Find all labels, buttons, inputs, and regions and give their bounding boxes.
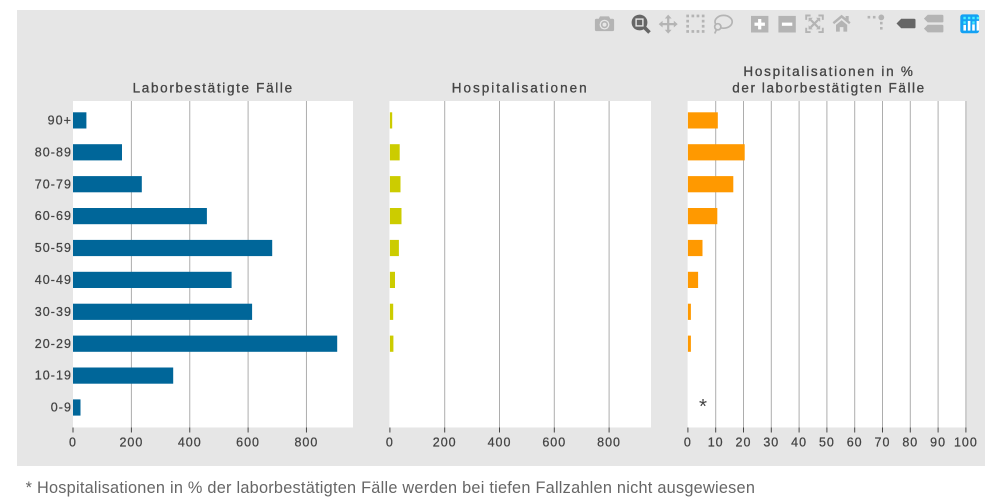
- svg-text:50: 50: [819, 435, 835, 449]
- svg-text:Laborbestätigte Fälle: Laborbestätigte Fälle: [133, 81, 294, 96]
- svg-text:800: 800: [597, 435, 621, 449]
- svg-text:Hospitalisationen: Hospitalisationen: [452, 81, 589, 96]
- svg-text:20-29: 20-29: [35, 337, 72, 351]
- svg-text:0: 0: [386, 435, 394, 449]
- svg-text:600: 600: [236, 435, 260, 449]
- svg-text:100: 100: [954, 435, 978, 449]
- svg-text:70-79: 70-79: [35, 177, 72, 191]
- svg-text:0: 0: [684, 435, 692, 449]
- svg-text:10-19: 10-19: [35, 369, 72, 383]
- svg-text:50-59: 50-59: [35, 241, 72, 255]
- svg-text:Hospitalisationen in %: Hospitalisationen in %: [743, 64, 914, 79]
- svg-text:*: *: [699, 395, 707, 418]
- svg-text:30: 30: [763, 435, 779, 449]
- svg-text:80-89: 80-89: [35, 145, 72, 159]
- svg-text:10: 10: [708, 435, 724, 449]
- svg-text:70: 70: [875, 435, 891, 449]
- svg-text:800: 800: [294, 435, 318, 449]
- svg-text:* Hospitalisationen in % der l: * Hospitalisationen in % der laborbestät…: [26, 479, 756, 497]
- svg-text:30-39: 30-39: [35, 305, 72, 319]
- svg-text:40-49: 40-49: [35, 273, 72, 287]
- svg-text:0: 0: [69, 435, 77, 449]
- svg-text:60: 60: [847, 435, 863, 449]
- svg-text:der laborbestätigten Fälle: der laborbestätigten Fälle: [732, 81, 925, 96]
- svg-text:60-69: 60-69: [35, 209, 72, 223]
- svg-text:40: 40: [791, 435, 807, 449]
- svg-text:0-9: 0-9: [51, 401, 72, 415]
- svg-text:80: 80: [902, 435, 918, 449]
- svg-text:20: 20: [736, 435, 752, 449]
- svg-text:600: 600: [542, 435, 566, 449]
- svg-text:400: 400: [178, 435, 202, 449]
- svg-text:400: 400: [488, 435, 512, 449]
- svg-text:90: 90: [930, 435, 946, 449]
- svg-text:200: 200: [433, 435, 457, 449]
- svg-text:200: 200: [119, 435, 143, 449]
- svg-text:90+: 90+: [48, 114, 72, 128]
